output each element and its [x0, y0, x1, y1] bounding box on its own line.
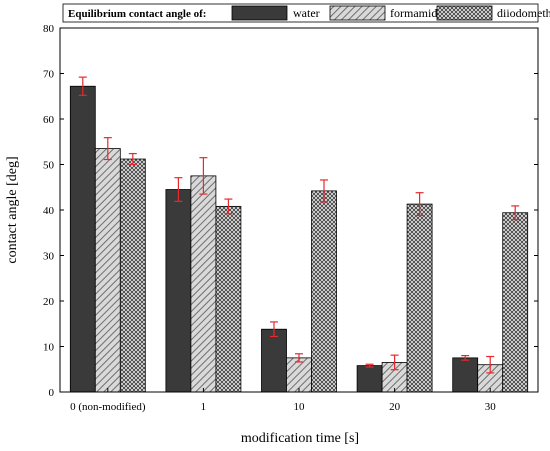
error-bar-diiodomethane-30 [511, 205, 520, 221]
error-bar-water-30 [461, 355, 470, 361]
error-bar-diiodomethane-20 [415, 192, 424, 217]
error-bar-diiodomethane-10 [320, 179, 328, 203]
error-bar-water-1 [174, 177, 183, 202]
error-bar-formamide-20 [390, 354, 399, 371]
x-tick-label-10: 10 [294, 401, 306, 413]
error-bar-water-10 [270, 321, 278, 338]
bar-water-10 [261, 328, 287, 393]
legend-label-diiodomethane: diiodomethane [497, 6, 550, 20]
x-tick-label-20: 20 [389, 401, 401, 413]
x-tick-label-30: 30 [485, 401, 497, 413]
bar-diiodomethane-1 [215, 205, 242, 393]
legend-swatch-diiodomethane [436, 5, 493, 21]
y-tick-label-40: 40 [43, 205, 55, 217]
y-tick-label-60: 60 [43, 114, 55, 126]
x-axis: 0 (non-modified) 1 10 20 30 [70, 388, 496, 413]
x-axis-title: modification time [s] [241, 431, 359, 446]
error-bar-water-0-non-modified [78, 76, 87, 96]
error-bars-layer [78, 76, 520, 374]
legend: Equilibrium contact angle of: water form… [62, 3, 550, 23]
y-tick-label-0: 0 [49, 387, 55, 399]
error-bar-diiodomethane-0-non-modified [128, 152, 137, 166]
y-axis: 0 10 20 30 40 50 60 70 80 [43, 23, 538, 399]
bars-layer [69, 85, 529, 393]
bar-water-0-non-modified [69, 85, 96, 393]
error-bar-formamide-1 [199, 157, 208, 195]
y-axis-title: contact angle [deg] [5, 156, 20, 263]
error-bar-formamide-0-non-modified [103, 137, 112, 161]
bar-diiodomethane-30 [502, 212, 529, 393]
legend-title: Equilibrium contact angle of: [68, 8, 206, 20]
x-tick-label-0-non-modified: 0 (non-modified) [70, 401, 146, 413]
legend-swatch-formamide [329, 5, 386, 21]
error-bar-formamide-30 [486, 355, 495, 374]
error-bar-diiodomethane-1 [224, 198, 233, 215]
legend-label-water: water [293, 6, 320, 20]
legend-swatch-water [231, 5, 288, 21]
y-tick-label-80: 80 [43, 23, 55, 35]
bar-formamide-0-non-modified [94, 148, 121, 393]
bar-water-30 [452, 357, 479, 393]
legend-label-formamide: formamide [390, 6, 443, 20]
y-tick-label-20: 20 [43, 296, 55, 308]
bar-diiodomethane-10 [311, 190, 337, 393]
y-tick-label-70: 70 [43, 69, 55, 81]
bar-formamide-10 [286, 357, 312, 393]
bar-water-1 [165, 189, 192, 393]
legend-box [62, 3, 539, 23]
bar-water-20 [356, 365, 383, 393]
y-tick-label-30: 30 [43, 251, 55, 263]
bar-diiodomethane-20 [406, 203, 433, 393]
error-bar-water-20 [365, 363, 374, 368]
y-tick-label-10: 10 [43, 342, 55, 354]
y-tick-label-50: 50 [43, 160, 55, 172]
error-bar-formamide-10 [295, 353, 303, 363]
x-tick-label-1: 1 [201, 401, 207, 413]
bar-formamide-1 [190, 175, 217, 393]
bar-diiodomethane-0-non-modified [119, 158, 146, 393]
